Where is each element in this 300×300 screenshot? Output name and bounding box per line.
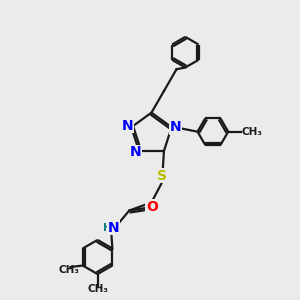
- Text: N: N: [108, 220, 120, 235]
- Text: N: N: [169, 120, 181, 134]
- Text: CH₃: CH₃: [58, 265, 80, 275]
- Text: CH₃: CH₃: [87, 284, 108, 294]
- Text: O: O: [146, 200, 158, 214]
- Text: N: N: [130, 146, 141, 159]
- Text: H: H: [103, 223, 112, 232]
- Text: CH₃: CH₃: [241, 127, 262, 137]
- Text: S: S: [158, 169, 167, 183]
- Text: N: N: [122, 119, 134, 133]
